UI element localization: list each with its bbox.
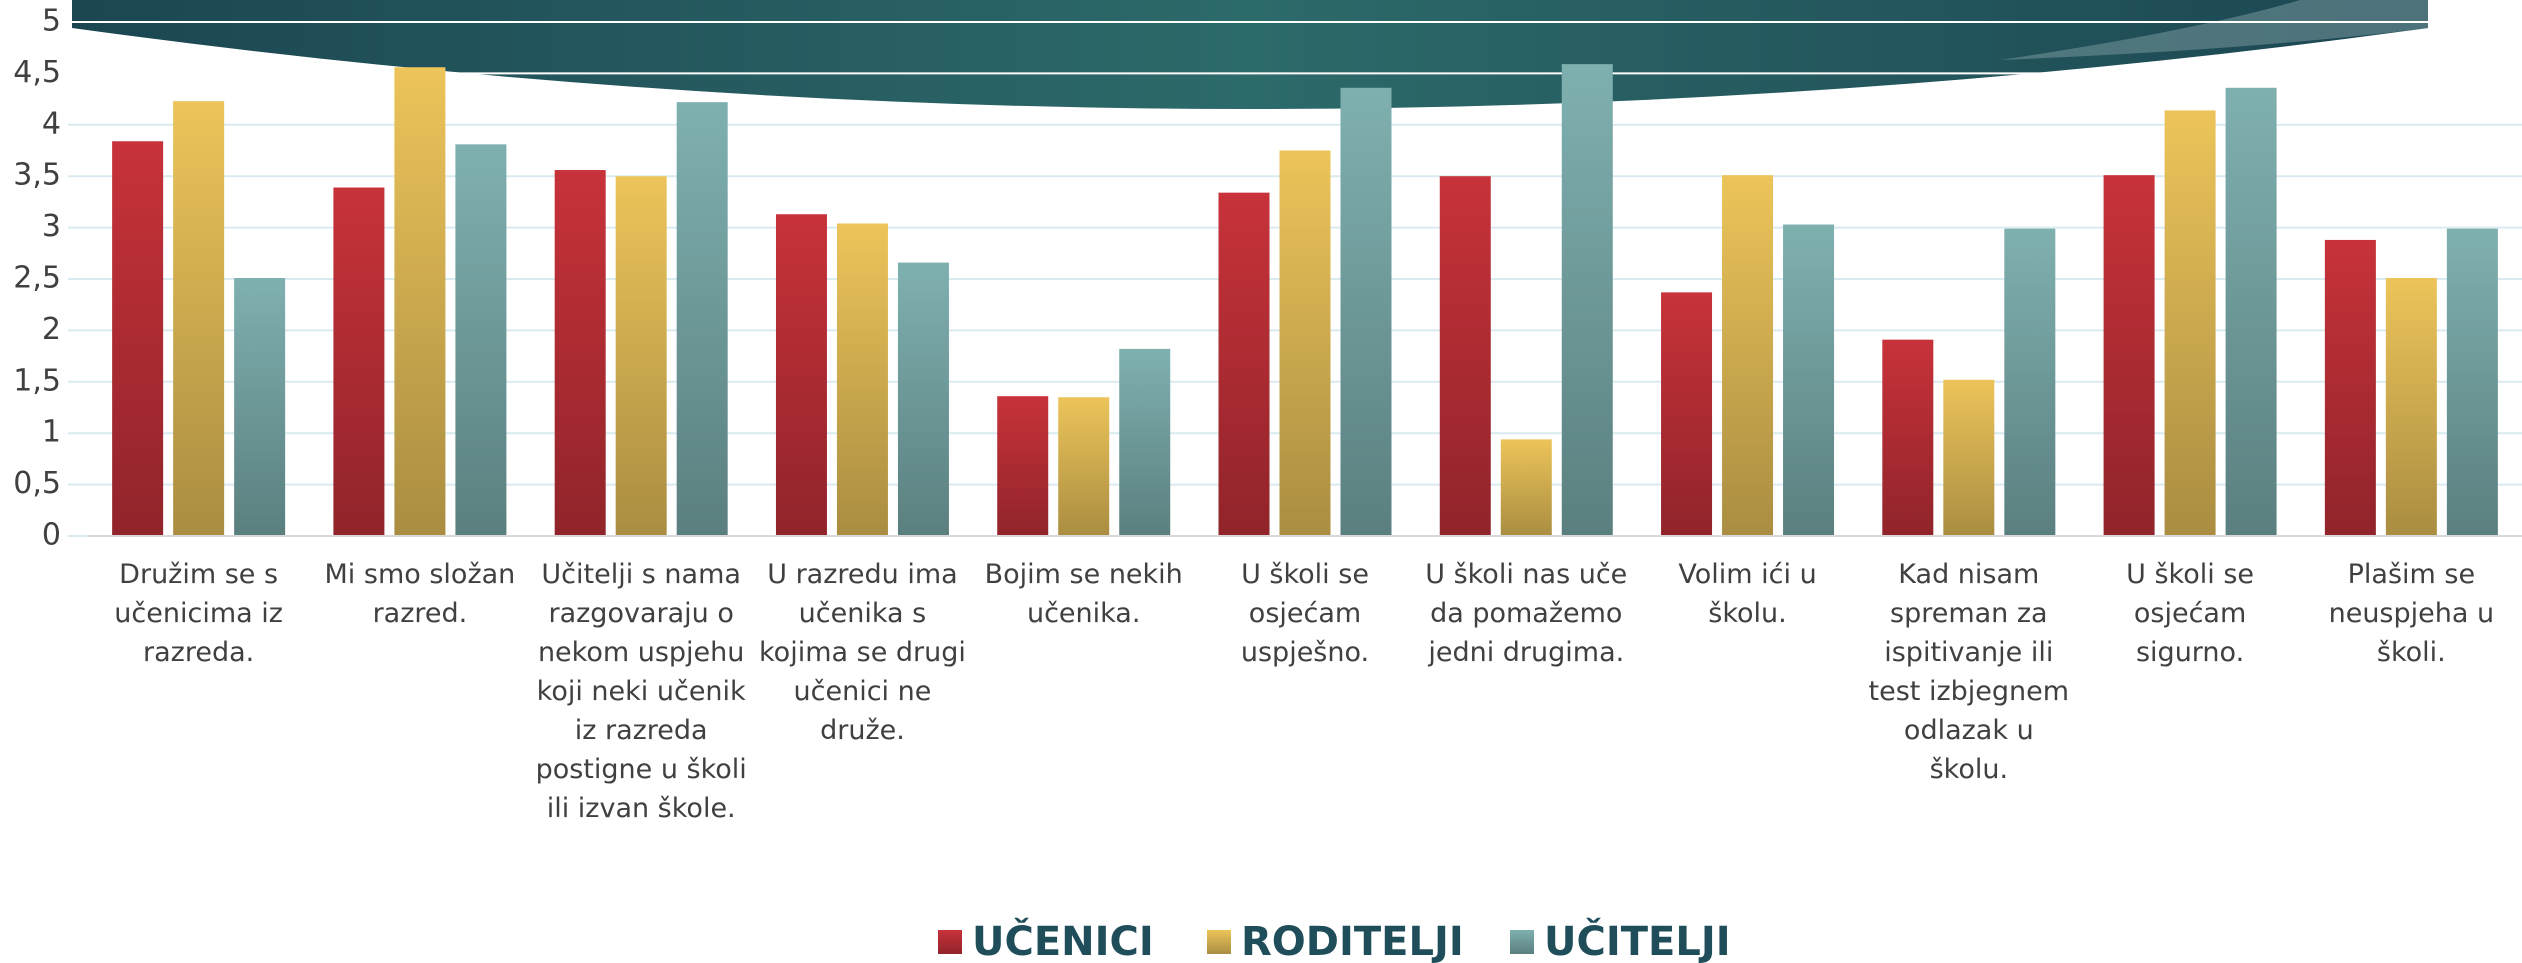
x-tick-label: Mi smo složan razred. xyxy=(324,559,516,629)
legend-label: UČENICI xyxy=(972,917,1154,963)
x-tick-label: Kad nisam spreman za ispitivanje ili tes… xyxy=(1868,559,2070,785)
bar xyxy=(2324,239,2376,536)
legend-swatch xyxy=(938,930,962,954)
bar xyxy=(173,101,225,536)
bar xyxy=(676,102,728,537)
bar xyxy=(234,277,286,536)
y-tick-label: 4 xyxy=(42,106,61,141)
bar xyxy=(1561,64,1613,536)
x-tick-label: Bojim se nekih učenika. xyxy=(984,559,1183,629)
bar xyxy=(2164,110,2216,537)
bar xyxy=(615,176,667,536)
bar xyxy=(897,262,949,536)
y-tick-label: 0,5 xyxy=(13,466,61,501)
bar xyxy=(1882,339,1934,536)
bar xyxy=(112,141,164,537)
x-tick-label: U razredu ima učenika s kojima se drugi … xyxy=(759,559,966,746)
y-tick-label: 5 xyxy=(42,4,61,39)
bar xyxy=(1783,224,1835,537)
bar xyxy=(836,223,888,536)
y-tick-label: 4,5 xyxy=(13,55,61,90)
x-tick-label: Volim ići u školu. xyxy=(1678,559,1817,629)
y-tick-label: 0 xyxy=(42,518,61,553)
y-tick-label: 2 xyxy=(42,312,61,347)
legend-label: UČITELJI xyxy=(1544,917,1731,963)
bar xyxy=(775,214,827,536)
bar xyxy=(554,170,606,537)
bar xyxy=(1943,379,1995,536)
bar xyxy=(997,396,1049,536)
legend-swatch xyxy=(1510,930,1534,954)
x-tick-label: U školi nas uče da pomažemo jedni drugim… xyxy=(1425,559,1628,668)
bar xyxy=(1218,192,1270,536)
x-tick-label: Plašim se neuspjeha u školi. xyxy=(2328,559,2495,668)
bar xyxy=(1119,348,1171,536)
legend-swatch xyxy=(1207,930,1231,954)
bar xyxy=(1661,292,1713,536)
banner-highlight xyxy=(2000,0,2428,60)
bar xyxy=(2446,228,2498,537)
bar xyxy=(2385,277,2437,536)
y-tick-label: 1 xyxy=(42,415,61,450)
bar xyxy=(1058,397,1110,536)
bar xyxy=(1500,439,1552,536)
legend-label: RODITELJI xyxy=(1241,919,1464,963)
bar xyxy=(333,187,385,536)
bar xyxy=(2004,228,2056,537)
bar xyxy=(2225,87,2277,537)
banner xyxy=(72,0,2428,109)
y-tick-label: 3 xyxy=(42,209,61,244)
bar xyxy=(1722,175,1774,536)
bar xyxy=(394,67,446,537)
y-tick-label: 3,5 xyxy=(13,158,61,193)
x-tick-label: U školi se osjećam sigurno. xyxy=(2126,559,2255,668)
x-tick-label: U školi se osjećam uspješno. xyxy=(1240,559,1370,668)
y-tick-label: 1,5 xyxy=(13,363,61,398)
x-tick-label: Učitelji s nama razgovaraju o nekom uspj… xyxy=(535,559,747,824)
bar xyxy=(1340,87,1392,537)
x-tick-label: Družim se s učenicima iz razreda. xyxy=(114,559,283,668)
bar xyxy=(2103,175,2155,536)
bar xyxy=(1439,176,1491,536)
bar xyxy=(455,144,507,536)
bar xyxy=(1279,150,1331,536)
y-tick-label: 2,5 xyxy=(13,261,61,296)
